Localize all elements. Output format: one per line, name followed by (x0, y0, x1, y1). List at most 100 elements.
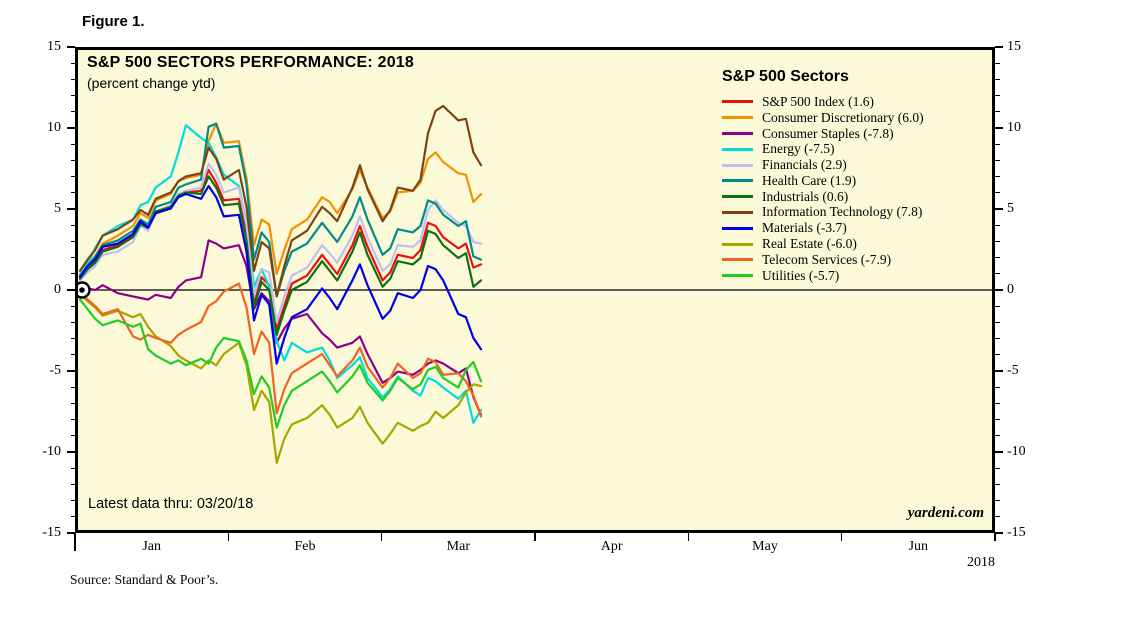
series-line-information-technology (78, 104, 483, 298)
y-tick (70, 78, 75, 81)
legend-item: S&P 500 Index (1.6) (722, 94, 988, 110)
y-tick (67, 451, 75, 453)
y-tick (995, 176, 1000, 178)
x-tick (534, 533, 536, 541)
y-tick (995, 95, 1000, 97)
y-tick (67, 289, 75, 291)
y-tick (995, 159, 1000, 162)
legend-swatch (722, 242, 753, 246)
y-tick (67, 46, 75, 48)
y-tick (995, 111, 1000, 113)
y-tick (995, 338, 1000, 340)
y-tick (70, 386, 75, 388)
y-tick (995, 208, 1003, 210)
legend-item: Energy (-7.5) (722, 141, 988, 157)
legend-label: Consumer Discretionary (6.0) (762, 109, 924, 125)
x-tick (994, 533, 996, 541)
month-label: Jun (908, 539, 929, 554)
y-axis-label-right: 15 (1007, 39, 1021, 54)
x-tick (227, 533, 230, 541)
y-tick (70, 273, 75, 275)
y-tick (995, 354, 1000, 356)
legend-label: Health Care (1.9) (762, 172, 857, 188)
yardeni-watermark: yardeni.com (907, 505, 984, 521)
y-tick (70, 224, 75, 226)
y-tick (995, 62, 1000, 64)
month-label: Apr (600, 539, 623, 554)
legend-item: Telecom Services (-7.9) (722, 252, 988, 268)
series-line-utilities (78, 298, 483, 429)
y-tick (995, 321, 1000, 324)
y-tick (70, 305, 75, 307)
legend-swatch (722, 131, 753, 135)
series-line-materials (78, 184, 483, 365)
month-label: May (752, 539, 778, 554)
series-line-real-estate (78, 293, 483, 464)
chart-plot-area (78, 104, 992, 464)
month-label: Jan (142, 539, 161, 554)
y-axis-label-left: 5 (54, 201, 61, 216)
legend-item: Consumer Discretionary (6.0) (722, 110, 988, 126)
x-axis-year-label: 2018 (967, 555, 995, 570)
y-tick (70, 338, 75, 340)
y-tick (70, 62, 75, 64)
y-tick (67, 127, 75, 129)
legend-items: S&P 500 Index (1.6) Consumer Discretionar… (722, 94, 988, 284)
y-tick (995, 224, 1000, 226)
legend-item: Financials (2.9) (722, 157, 988, 173)
legend-swatch (722, 116, 753, 120)
chart-title: S&P 500 SECTORS PERFORMANCE: 2018 (87, 54, 414, 71)
y-tick (995, 467, 1000, 469)
y-tick (70, 111, 75, 113)
legend-label: Consumer Staples (-7.8) (762, 125, 894, 141)
y-tick (995, 240, 1000, 243)
y-tick (67, 370, 75, 372)
legend-label: Industrials (0.6) (762, 188, 849, 204)
legend-label: Financials (2.9) (762, 157, 847, 173)
series-line-consumer-discretionary (78, 122, 483, 276)
legend-item: Utilities (-5.7) (722, 268, 988, 284)
origin-marker-dot (79, 287, 85, 293)
y-tick (995, 419, 1000, 421)
y-tick (70, 419, 75, 421)
y-tick (995, 483, 1000, 486)
y-tick (70, 500, 75, 502)
y-tick (995, 516, 1000, 518)
series-line-energy (78, 124, 483, 424)
y-axis-label-right: -15 (1007, 525, 1026, 540)
legend-swatch (722, 179, 753, 183)
y-tick (995, 305, 1000, 307)
figure-label: Figure 1. (82, 13, 145, 30)
y-tick (70, 240, 75, 243)
y-tick (995, 257, 1000, 259)
y-tick (995, 192, 1000, 194)
y-tick (67, 532, 75, 534)
y-tick (70, 257, 75, 259)
legend-item: Information Technology (7.8) (722, 204, 988, 221)
series-line-telecom-services (78, 282, 483, 418)
y-axis-label-left: 15 (47, 39, 61, 54)
y-tick (70, 483, 75, 486)
y-tick (70, 176, 75, 178)
legend-swatch (722, 195, 753, 199)
y-tick (70, 467, 75, 469)
y-tick (995, 402, 1000, 405)
legend-item: Consumer Staples (-7.8) (722, 126, 988, 142)
legend-label: Real Estate (-6.0) (762, 236, 857, 252)
series-line-consumer-staples (78, 239, 483, 416)
y-axis-label-right: 5 (1007, 201, 1014, 216)
series-line-financials (78, 162, 483, 324)
y-tick (70, 402, 75, 405)
legend-label: S&P 500 Index (1.6) (762, 93, 874, 109)
y-axis-label-left: -15 (42, 525, 61, 540)
legend-title: S&P 500 Sectors (722, 68, 849, 85)
y-tick (995, 46, 1003, 48)
x-tick (74, 533, 76, 551)
chart-frame: S&P 500 SECTORS PERFORMANCE: 2018 (perce… (75, 47, 995, 533)
y-tick (70, 143, 75, 145)
y-axis-label-right: -10 (1007, 444, 1026, 459)
y-tick (995, 386, 1000, 388)
legend-item: Health Care (1.9) (722, 173, 988, 189)
x-tick (687, 533, 690, 541)
legend-swatch (722, 163, 753, 167)
